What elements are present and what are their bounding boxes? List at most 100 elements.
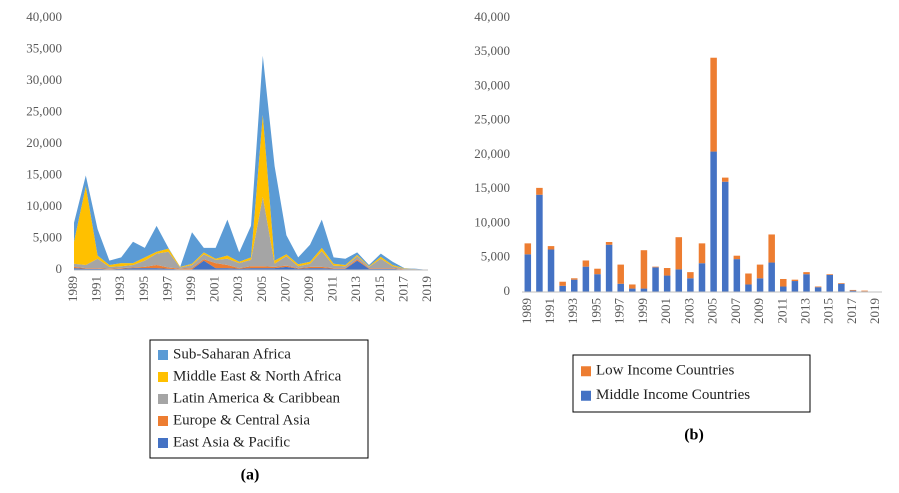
bar [733, 259, 741, 292]
bar [791, 279, 799, 282]
x-tick-label: 1989 [519, 298, 534, 324]
x-tick-label: 1997 [612, 298, 627, 325]
bar [803, 274, 810, 292]
bar [605, 244, 613, 292]
bar [814, 286, 822, 288]
legend-swatch [158, 438, 168, 448]
bar [710, 57, 717, 152]
y-tick-label: 5,000 [33, 229, 62, 244]
bar [745, 284, 752, 292]
y-tick-label: 0 [56, 261, 63, 276]
y-tick-label: 35,000 [474, 43, 510, 58]
bar [733, 255, 741, 260]
legend-label: East Asia & Pacific [173, 434, 290, 450]
y-tick-label: 15,000 [26, 166, 62, 181]
legend-swatch [158, 372, 168, 382]
bar [617, 264, 624, 284]
x-tick-label: 2017 [844, 298, 859, 325]
bar [663, 275, 671, 292]
y-tick-label: 20,000 [474, 146, 510, 161]
bar [849, 290, 857, 292]
legend-swatch [581, 366, 591, 377]
y-tick-label: 10,000 [474, 214, 510, 229]
x-tick-label: 2017 [395, 276, 410, 303]
bar [698, 263, 706, 292]
bar [559, 285, 566, 292]
y-tick-label: 35,000 [26, 40, 62, 55]
legend-swatch [158, 350, 168, 360]
x-tick-label: 2019 [867, 298, 882, 324]
bar [768, 262, 775, 292]
x-tick-label: 2001 [658, 298, 673, 324]
y-tick-label: 25,000 [474, 112, 510, 127]
legend-box [149, 339, 369, 459]
bar [640, 250, 648, 289]
legend-label: Middle Income Countries [596, 387, 750, 403]
x-tick-label: 1993 [112, 276, 127, 302]
x-tick-label: 1991 [89, 276, 104, 302]
bar [617, 283, 624, 292]
x-tick-label: 1999 [183, 276, 198, 302]
legend-label: Low Income Countries [596, 363, 734, 379]
bar [826, 274, 833, 275]
caption: (b) [684, 427, 704, 444]
x-tick-label: 1991 [542, 298, 557, 324]
legend-swatch [158, 416, 168, 426]
x-tick-label: 1993 [565, 298, 580, 324]
bar [640, 288, 648, 292]
x-tick-label: 2007 [728, 298, 743, 325]
x-tick-label: 2011 [774, 298, 789, 324]
bar [629, 288, 636, 292]
y-tick-label: 25,000 [26, 103, 62, 118]
y-tick-label: 40,000 [26, 9, 62, 24]
bar [687, 272, 694, 279]
x-tick-label: 2005 [254, 276, 269, 302]
bar [756, 278, 764, 292]
x-tick-label: 2009 [301, 276, 316, 302]
bar [524, 254, 532, 292]
x-tick-label: 2011 [325, 276, 340, 302]
bar [687, 278, 694, 292]
y-tick-label: 5,000 [481, 249, 510, 264]
bar [814, 287, 822, 292]
bar [524, 243, 532, 255]
area [74, 260, 428, 270]
x-tick-label: 2001 [207, 276, 222, 302]
bar [536, 187, 543, 195]
bar [652, 266, 659, 268]
area [74, 259, 428, 270]
bar [745, 273, 752, 285]
x-tick-label: 2005 [705, 298, 720, 324]
y-tick-label: 20,000 [26, 135, 62, 150]
y-tick-label: 15,000 [474, 180, 510, 195]
x-tick-label: 1995 [136, 276, 151, 302]
area [74, 55, 428, 270]
x-tick-label: 1989 [65, 276, 80, 302]
legend-label: Europe & Central Asia [173, 412, 310, 428]
bar [675, 237, 683, 270]
caption: (a) [241, 467, 260, 484]
bar [710, 151, 717, 292]
bar [698, 243, 706, 264]
bar [675, 269, 683, 292]
bar [756, 264, 764, 279]
legend-label: Sub-Saharan Africa [173, 346, 291, 362]
y-tick-label: 30,000 [26, 72, 62, 87]
bar [536, 194, 543, 292]
x-tick-label: 1997 [159, 276, 174, 303]
bar [547, 249, 555, 292]
x-tick-label: 1999 [635, 298, 650, 324]
bar [594, 274, 601, 292]
x-tick-label: 2013 [348, 276, 363, 302]
bar [571, 278, 578, 280]
legend-swatch [581, 390, 591, 401]
bar [663, 268, 671, 276]
legend-box [572, 354, 811, 413]
bar [605, 241, 613, 245]
bar [721, 181, 729, 292]
bar [780, 278, 787, 287]
bar [838, 283, 845, 292]
bar [547, 246, 555, 250]
x-tick-label: 2013 [798, 298, 813, 324]
